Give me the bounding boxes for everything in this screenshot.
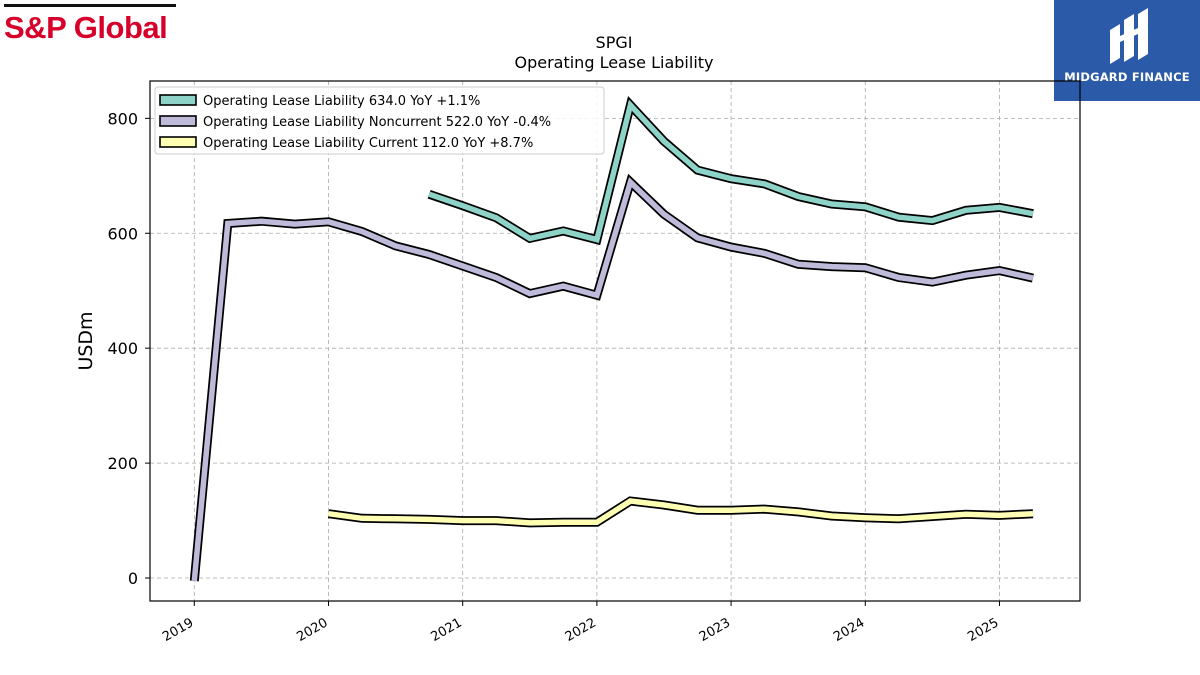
series-lines: [189, 95, 1034, 582]
logo-bar: [4, 4, 176, 7]
series-line: [328, 498, 1034, 526]
y-tick-label: 400: [107, 339, 138, 358]
x-tick-label: 2019: [160, 615, 196, 645]
legend-label: Operating Lease Liability 634.0 YoY +1.1…: [203, 94, 480, 109]
legend-box: [154, 86, 605, 155]
x-tick-label: 2024: [831, 615, 867, 645]
plot-frame: [149, 80, 1081, 602]
x-tick-label: 2023: [697, 615, 733, 645]
badge-text: MIDGARD FINANCE: [1064, 70, 1190, 84]
x-tick-label: 2025: [965, 615, 1001, 645]
x-tick-label: 2022: [563, 615, 599, 645]
series-line: [191, 176, 1034, 582]
legend-swatch: [159, 115, 197, 127]
legend-swatch: [159, 136, 197, 148]
logo-text: S&P Global: [4, 10, 168, 45]
series-1: [189, 173, 1034, 582]
x-axis: 2019 2020 2021 2022 2023 2024 2025: [160, 601, 1001, 645]
legend: Operating Lease Liability 634.0 YoY +1.1…: [154, 86, 605, 155]
legend-label: Operating Lease Liability Current 112.0 …: [203, 136, 533, 151]
series-2: [327, 496, 1034, 528]
x-tick-label: 2020: [294, 615, 330, 645]
midgard-finance-badge: MIDGARD FINANCE: [1054, 0, 1200, 101]
y-tick-label: 200: [107, 454, 138, 473]
y-axis-label: USDm: [75, 311, 97, 370]
y-tick-label: 800: [107, 109, 138, 128]
legend-swatch: [159, 94, 197, 106]
legend-label: Operating Lease Liability Noncurrent 522…: [203, 115, 551, 130]
y-tick-label: 0: [128, 569, 138, 588]
y-axis: 0 200 400 600 800: [107, 109, 150, 588]
chart-subtitle: Operating Lease Liability: [514, 53, 713, 72]
series-0: [427, 95, 1034, 246]
sp-global-logo: S&P Global: [4, 4, 176, 44]
y-tick-label: 600: [107, 224, 138, 243]
midgard-logo-icon: [1110, 8, 1148, 64]
x-tick-label: 2021: [429, 615, 465, 645]
chart-title: SPGI: [596, 33, 633, 52]
series-line: [428, 99, 1034, 243]
